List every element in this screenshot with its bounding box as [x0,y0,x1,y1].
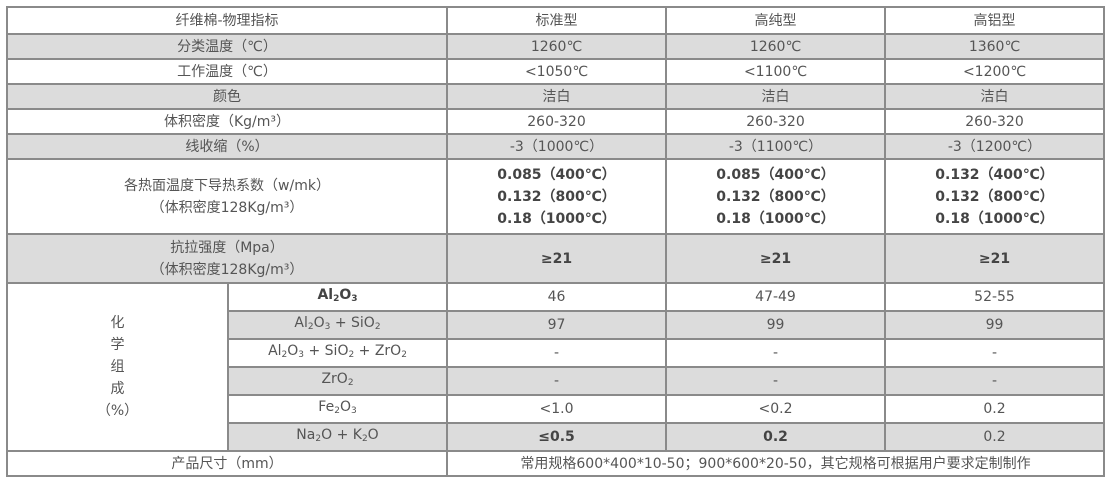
table-row: 线收缩（%） -3（1000℃） -3（1100℃） -3（1200℃） [6,133,1105,160]
chem-name: Na2O + K2O [227,422,448,452]
cell: 0.085（400℃） 0.132（800℃） 0.18（1000℃） [446,158,667,235]
value-line: 0.132（800℃） [935,188,1054,205]
chem-row: Fe2O3 <1.0 <0.2 0.2 [7,394,1105,424]
cell: <1200℃ [884,58,1105,85]
cell: 99 [665,310,886,340]
label-line: （体积密度128Kg/m³） [150,261,304,278]
cell: ≥21 [665,233,886,284]
cell: 1260℃ [446,33,667,60]
specs-table: 纤维棉-物理指标 标准型 高纯型 高铝型 分类温度（℃） 1260℃ 1260℃ 1… [6,6,1105,477]
value-line: 0.18（1000℃） [935,210,1054,227]
label-line: 抗拉强度（Mpa） [170,239,284,256]
col-high-purity: 高纯型 [665,6,886,35]
cell: 260-320 [446,108,667,135]
cell: - [665,366,886,396]
tensile-row: 抗拉强度（Mpa） （体积密度128Kg/m³） ≥21 ≥21 ≥21 [6,233,1105,284]
cell: 99 [884,310,1105,340]
label-line: 成 [110,381,125,397]
cell: 47-49 [665,282,886,312]
chem-name: Fe2O3 [227,394,448,424]
cell: 1360℃ [884,33,1105,60]
col-standard: 标准型 [446,6,667,35]
table-row: 颜色 洁白 洁白 洁白 [6,83,1105,110]
cell: <0.2 [665,394,886,424]
chem-row: Al2O3 + SiO2 + ZrO2 --- [7,338,1105,368]
value-line: 0.18（1000℃） [716,210,835,227]
value-line: 0.18（1000℃） [497,210,616,227]
cell: 97 [446,310,667,340]
cell: <1100℃ [665,58,886,85]
cell: 0.2 [884,394,1105,424]
chem-label: 化学组成 （%） [6,282,229,452]
cell: ≤0.5 [446,422,667,452]
cell: 1260℃ [665,33,886,60]
value-line: 0.132（400℃） [935,166,1054,183]
header-label: 纤维棉-物理指标 [6,6,448,35]
row-label: 体积密度（Kg/m³） [6,108,448,135]
cell: 洁白 [884,83,1105,110]
cell: 洁白 [446,83,667,110]
label-line: （体积密度128Kg/m³） [150,199,304,216]
row-label: 分类温度（℃） [6,33,448,60]
row-label: 颜色 [6,83,448,110]
cell: 260-320 [884,108,1105,135]
cell: 洁白 [665,83,886,110]
conductivity-row: 各热面温度下导热系数（w/mk） （体积密度128Kg/m³） 0.085（400… [6,158,1105,235]
cell: -3（1100℃） [665,133,886,160]
cell: - [446,338,667,368]
chem-name: ZrO2 [227,366,448,396]
cell: 260-320 [665,108,886,135]
size-value: 常用规格600*400*10-50；900*600*20-50，其它规格可根据用… [446,450,1105,477]
label-line: 化 [110,315,125,331]
table-row: 体积密度（Kg/m³） 260-320 260-320 260-320 [6,108,1105,135]
cell: - [665,338,886,368]
value-line: 0.132（800℃） [716,188,835,205]
header-row: 纤维棉-物理指标 标准型 高纯型 高铝型 [6,6,1105,35]
cell: - [884,366,1105,396]
chem-row: Al2O3 + SiO2 97 99 99 [7,310,1105,340]
cell: - [446,366,667,396]
chem-row: 化学组成 （%） Al2O3 46 47-49 52-55 [6,282,1105,452]
value-line: 0.132（800℃） [497,188,616,205]
row-label: 各热面温度下导热系数（w/mk） （体积密度128Kg/m³） [6,158,448,235]
label-line: 组 [110,359,125,375]
col-high-alumina: 高铝型 [884,6,1105,35]
chem-name: Al2O3 [227,282,448,312]
cell: - [884,338,1105,368]
cell: <1050℃ [446,58,667,85]
cell: ≥21 [446,233,667,284]
table-row: 分类温度（℃） 1260℃ 1260℃ 1360℃ [6,33,1105,60]
cell: <1.0 [446,394,667,424]
value-line: 0.085（400℃） [716,166,835,183]
size-row: 产品尺寸（mm） 常用规格600*400*10-50；900*600*20-50… [6,450,1105,477]
cell: 0.085（400℃） 0.132（800℃） 0.18（1000℃） [665,158,886,235]
cell: 46 [446,282,667,312]
cell: 0.2 [884,422,1105,452]
chem-name: Al2O3 + SiO2 + ZrO2 [227,338,448,368]
row-label: 线收缩（%） [6,133,448,160]
cell: 52-55 [884,282,1105,312]
cell: -3（1000℃） [446,133,667,160]
cell: -3（1200℃） [884,133,1105,160]
row-label: 工作温度（℃） [6,58,448,85]
cell: 0.132（400℃） 0.132（800℃） 0.18（1000℃） [884,158,1105,235]
cell: 0.2 [665,422,886,452]
table-row: 工作温度（℃） <1050℃ <1100℃ <1200℃ [6,58,1105,85]
label-line: 学 [110,337,125,353]
row-label: 产品尺寸（mm） [6,450,448,477]
value-line: 0.085（400℃） [497,166,616,183]
label-line: （%） [96,403,139,419]
label-line: 各热面温度下导热系数（w/mk） [124,177,330,194]
cell: ≥21 [884,233,1105,284]
chem-name: Al2O3 + SiO2 [227,310,448,340]
row-label: 抗拉强度（Mpa） （体积密度128Kg/m³） [6,233,448,284]
